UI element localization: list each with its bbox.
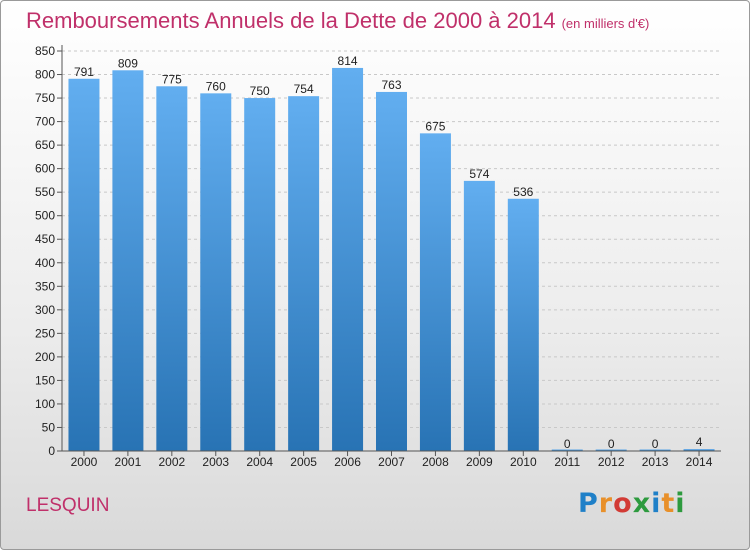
y-tick-label: 350 <box>35 279 55 293</box>
x-tick-label: 2002 <box>158 455 185 469</box>
y-tick-label: 850 <box>35 44 55 58</box>
bar <box>639 449 671 451</box>
x-tick-label: 2009 <box>466 455 493 469</box>
logo-letter: t <box>661 488 676 519</box>
y-tick-label: 150 <box>35 373 55 387</box>
logo-letter: i <box>675 488 686 519</box>
bar <box>551 449 583 451</box>
x-tick-label: 2003 <box>202 455 229 469</box>
x-tick-label: 2007 <box>378 455 405 469</box>
value-label: 750 <box>250 84 270 98</box>
y-tick-label: 600 <box>35 162 55 176</box>
y-tick-label: 450 <box>35 232 55 246</box>
value-label: 814 <box>338 54 358 68</box>
x-tick-label: 2014 <box>686 455 713 469</box>
x-tick-label: 2005 <box>290 455 317 469</box>
y-tick-label: 650 <box>35 138 55 152</box>
x-tick-label: 2012 <box>598 455 625 469</box>
value-label: 763 <box>381 78 401 92</box>
x-tick-label: 2006 <box>334 455 361 469</box>
value-label: 760 <box>206 79 226 93</box>
y-tick-label: 0 <box>48 444 55 458</box>
logo-letter: i <box>651 488 662 519</box>
bar <box>463 180 495 451</box>
bar-series <box>68 67 715 452</box>
value-label: 775 <box>162 72 182 86</box>
x-tick-label: 2004 <box>246 455 273 469</box>
y-tick-label: 50 <box>42 420 56 434</box>
bar <box>288 96 320 452</box>
bar <box>419 133 451 451</box>
y-tick-label: 700 <box>35 115 55 129</box>
bar <box>683 449 715 451</box>
x-tick-label: 2008 <box>422 455 449 469</box>
bar <box>68 78 100 451</box>
bar <box>112 70 144 451</box>
value-label: 0 <box>608 437 615 451</box>
bar <box>595 449 627 451</box>
y-tick-label: 400 <box>35 256 55 270</box>
chart-subtitle: (en milliers d'€) <box>561 16 650 31</box>
bar <box>156 86 188 451</box>
y-tick-label: 200 <box>35 350 55 364</box>
bar <box>244 98 276 451</box>
bar <box>507 198 539 451</box>
bar <box>200 93 232 452</box>
value-label: 574 <box>469 167 489 181</box>
y-tick-label: 250 <box>35 326 55 340</box>
x-tick-label: 2010 <box>510 455 537 469</box>
y-tick-label: 500 <box>35 209 55 223</box>
value-label: 809 <box>118 56 138 70</box>
value-label: 536 <box>513 185 533 199</box>
y-tick-label: 750 <box>35 91 55 105</box>
chart-title-text: Remboursements Annuels de la Dette de 20… <box>26 8 556 33</box>
location-label: LESQUIN <box>26 495 110 516</box>
value-label: 4 <box>696 435 703 449</box>
bar <box>376 91 407 452</box>
value-labels: 791 809 775 760 750 754 814 763 675 574 536 0 0 0 4 <box>74 54 703 451</box>
x-tick-label: 2013 <box>642 455 669 469</box>
x-tick-label: 2000 <box>71 455 98 469</box>
y-tick-label: 300 <box>35 303 55 317</box>
chart-title: Remboursements Annuels de la Dette de 20… <box>26 8 649 34</box>
x-tick-label: 2001 <box>115 455 142 469</box>
logo-letter: o <box>613 488 633 519</box>
value-label: 0 <box>652 437 659 451</box>
x-tick-label: 2011 <box>554 455 580 469</box>
logo-letter: P <box>578 488 599 519</box>
y-tick-labels: 0 50 100 150 200 250 300 350 400 450 500 550 600 650 7… <box>35 44 55 458</box>
x-tick-labels: 2000 2001 2002 2003 2004 2005 2006 2007 2008 2009… <box>71 451 713 469</box>
value-label: 675 <box>425 119 445 133</box>
bar <box>332 67 364 452</box>
value-label: 0 <box>564 437 571 451</box>
y-tick-label: 800 <box>35 68 55 82</box>
logo-letter: r <box>598 488 614 519</box>
value-label: 791 <box>74 65 94 79</box>
y-tick-label: 100 <box>35 397 55 411</box>
logo-letter: x <box>632 488 652 519</box>
y-tick-label: 550 <box>35 185 55 199</box>
proxiti-logo: Proxiti <box>578 488 686 519</box>
value-label: 754 <box>294 82 314 96</box>
